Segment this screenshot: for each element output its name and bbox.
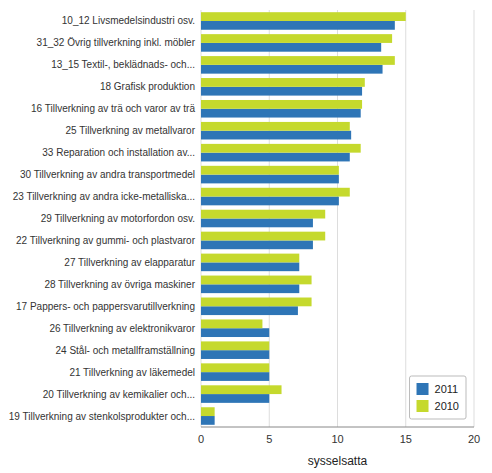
legend-swatch (417, 400, 429, 412)
bar (201, 341, 269, 350)
bar (201, 210, 325, 219)
bar (201, 350, 269, 359)
legend: 2011 2010 (410, 376, 466, 419)
bar (201, 153, 350, 162)
bar (201, 416, 215, 425)
legend-swatch (417, 383, 429, 395)
bar (201, 188, 350, 197)
bar (201, 407, 215, 416)
bar (201, 21, 395, 30)
category-label: 17 Pappers- och pappersvarutillverkning (16, 301, 195, 312)
bar (201, 78, 365, 87)
category-label: 26 Tillverkning av elektronikvaror (49, 323, 195, 334)
legend-label: 2010 (435, 400, 459, 412)
bar (201, 12, 406, 21)
x-tick-label: 0 (198, 433, 204, 445)
x-tick-label: 5 (266, 433, 272, 445)
category-label: 20 Tillverkning av kemikalier och... (43, 389, 195, 400)
category-label: 22 Tillverkning av gummi- och plastvaror (16, 235, 196, 246)
bar (201, 87, 362, 96)
bar (201, 306, 298, 315)
category-label: 23 Tillverkning av andra icke-metalliska… (13, 191, 195, 202)
bar (201, 100, 362, 109)
bar (201, 197, 339, 206)
category-label: 27 Tillverkning av elapparatur (64, 257, 195, 268)
x-tick-label: 20 (468, 433, 480, 445)
x-tick-label: 10 (331, 433, 343, 445)
bar (201, 109, 361, 118)
bar (201, 328, 269, 337)
bars (201, 12, 406, 425)
bar (201, 175, 339, 184)
bar (201, 298, 312, 307)
bar (201, 319, 262, 328)
legend-box (410, 376, 466, 419)
category-label: 10_12 Livsmedelsindustri osv. (62, 15, 195, 26)
bar (201, 56, 395, 65)
x-axis-line (201, 427, 474, 428)
bar (201, 372, 269, 381)
bar (201, 254, 299, 263)
category-label: 33 Reparation och installation av... (42, 147, 195, 158)
category-label: 16 Tillverkning av trä och varor av trä (31, 103, 195, 114)
bar (201, 394, 269, 403)
bar (201, 122, 350, 131)
chart: 10_12 Livsmedelsindustri osv. 31_32 Övrig… (0, 0, 492, 473)
bar (201, 166, 339, 175)
category-label: 24 Stål- och metallframställning (55, 345, 195, 356)
legend-label: 2011 (435, 383, 459, 395)
bar (201, 34, 392, 43)
bar (201, 262, 299, 271)
bar (201, 43, 381, 52)
category-label: 25 Tillverkning av metallvaror (66, 125, 196, 136)
bar (201, 232, 325, 241)
category-label: 30 Tillverkning av andra transportmedel (20, 169, 195, 180)
x-axis-label: sysselsatta (308, 454, 368, 468)
bar (201, 240, 313, 249)
category-label: 31_32 Övrig tillverkning inkl. möbler (37, 37, 196, 48)
grid-line (474, 10, 475, 427)
category-label: 21 Tillverkning av läkemedel (69, 367, 195, 378)
bar (201, 385, 282, 394)
category-label: 13_15 Textil-, beklädnads- och... (51, 59, 195, 70)
x-ticks: 0 5 10 15 20 (198, 433, 480, 445)
category-labels: 10_12 Livsmedelsindustri osv. 31_32 Övrig… (9, 15, 196, 421)
bar (201, 219, 313, 228)
bar (201, 276, 312, 285)
bar (201, 131, 351, 140)
category-label: 28 Tillverkning av övriga maskiner (44, 279, 195, 290)
category-label: 18 Grafisk produktion (100, 81, 195, 92)
grid-line (405, 10, 406, 427)
bar (201, 144, 361, 153)
category-label: 29 Tillverkning av motorfordon osv. (41, 213, 195, 224)
bar (201, 284, 299, 293)
bar (201, 363, 269, 372)
category-label: 19 Tillverkning av stenkolsprodukter och… (9, 411, 195, 422)
x-tick-label: 15 (400, 433, 412, 445)
bar (201, 65, 383, 74)
grid (201, 10, 474, 427)
